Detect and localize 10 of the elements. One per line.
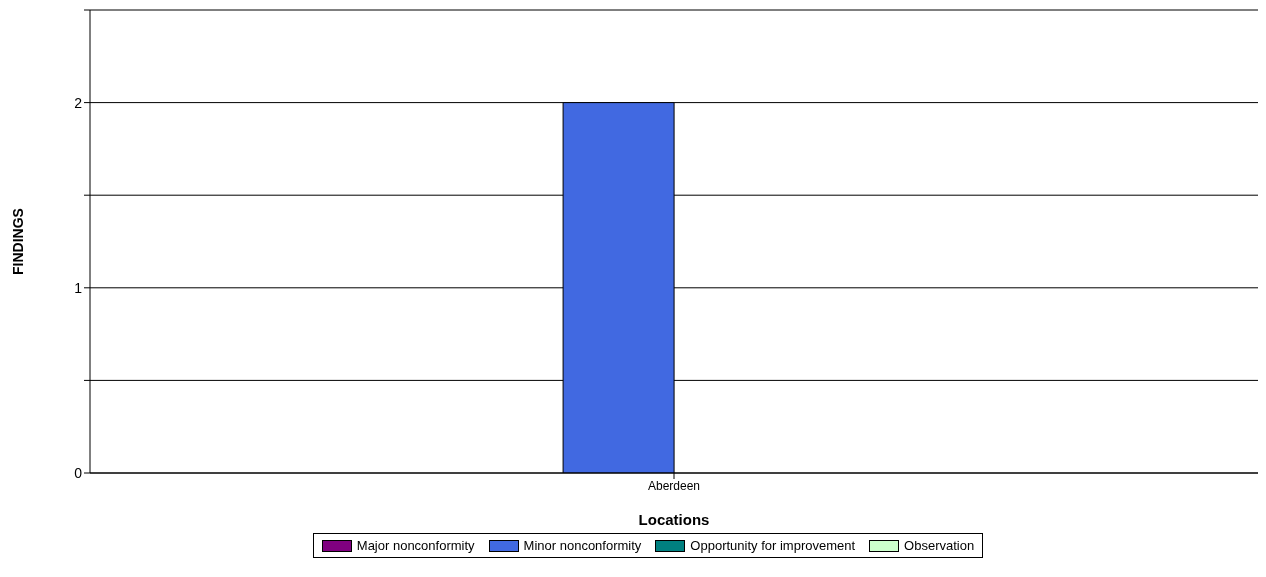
y-tick-label: 0 (74, 464, 83, 481)
legend-label: Opportunity for improvement (689, 538, 856, 553)
legend-label: Observation (903, 538, 975, 553)
x-tick-label: Aberdeen (647, 478, 701, 493)
legend-label: Major nonconformity (355, 538, 475, 553)
x-axis-title: Locations (638, 511, 710, 528)
legend-label: Minor nonconformity (522, 538, 642, 553)
y-tick-label: 2 (74, 94, 83, 111)
y-tick-label: 1 (74, 279, 83, 296)
y-axis-title: FINDINGS (9, 208, 26, 275)
